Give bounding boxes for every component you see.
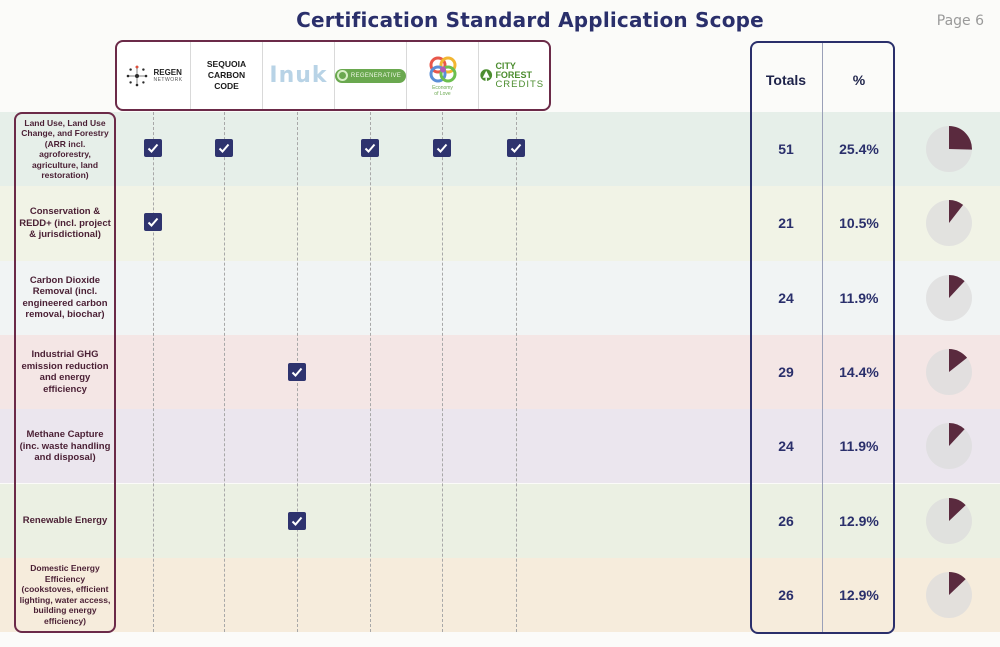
- scope-label: Conservation & REDD+ (incl. project & ju…: [19, 206, 111, 241]
- column-guide-economy-of-love: [442, 112, 443, 632]
- economy-of-love-icon: [429, 56, 456, 82]
- share-pie-chart: [926, 497, 972, 544]
- checkbox-checked-icon: [144, 139, 162, 157]
- row-total: 24: [778, 289, 794, 306]
- scope-label: Renewable Energy: [22, 514, 108, 526]
- table-row: [0, 409, 1000, 484]
- column-guide-regen: [153, 112, 154, 632]
- standards-logo-header: REGEN NETWORK SEQUOIA CARBON CODE Inuk R…: [115, 40, 551, 111]
- pie-slice: [949, 497, 966, 521]
- checkbox-checked-icon: [361, 139, 379, 157]
- tree-icon: [480, 68, 493, 81]
- table-row: [0, 260, 1000, 335]
- row-total: 21: [778, 215, 794, 232]
- share-pie-chart: [926, 274, 972, 321]
- totals-header: Totals: [765, 72, 807, 88]
- regen-logo-subtext: NETWORK: [153, 76, 183, 83]
- inuk-logo-text: Inuk: [269, 63, 328, 88]
- logo-regenerative-standard: REGENERATIVE: [334, 42, 407, 109]
- row-total: 26: [778, 586, 794, 603]
- scope-labels-frame: [14, 112, 116, 633]
- city-forest-line2: CREDITS: [495, 79, 545, 90]
- pie-slice: [949, 200, 964, 224]
- pie-slice: [949, 126, 972, 150]
- regen-logo-text: REGEN: [153, 67, 182, 77]
- logo-regen-network: REGEN NETWORK: [117, 42, 191, 109]
- sequoia-logo-line3: CODE: [214, 81, 239, 91]
- row-total: 51: [778, 141, 794, 158]
- logo-economy-of-love: Economy of Love: [407, 42, 479, 109]
- share-pie-chart: [926, 349, 972, 396]
- column-guide-city-forest: [516, 112, 517, 632]
- share-pie-chart: [926, 571, 972, 618]
- table-row: [0, 483, 1000, 558]
- pie-slice: [949, 571, 966, 595]
- row-percent: 14.4%: [839, 364, 879, 381]
- row-percent: 12.9%: [839, 586, 879, 603]
- row-total: 29: [778, 364, 794, 381]
- scope-label: Domestic Energy Efficiency (cookstoves, …: [19, 563, 111, 626]
- pie-slice: [949, 274, 965, 298]
- checkbox-checked-icon: [144, 213, 162, 232]
- sequoia-logo-line2: CARBON: [207, 70, 246, 80]
- regenerative-leaf-icon: [336, 70, 348, 81]
- row-total: 24: [778, 438, 794, 455]
- row-percent: 10.5%: [839, 215, 879, 232]
- scope-label: Industrial GHG emission reduction and en…: [21, 349, 109, 395]
- share-pie-chart: [926, 126, 972, 173]
- checkbox-checked-icon: [288, 511, 306, 530]
- page-title: Certification Standard Application Scope: [296, 8, 764, 32]
- checkbox-checked-icon: [288, 363, 306, 382]
- row-percent: 25.4%: [839, 141, 879, 158]
- column-guide-regenerative: [370, 112, 371, 632]
- row-percent: 11.9%: [839, 438, 879, 455]
- share-pie-chart: [926, 423, 972, 470]
- logo-city-forest-credits: CITY FOREST CREDITS: [479, 42, 549, 109]
- checkbox-checked-icon: [507, 139, 525, 157]
- regen-network-icon: [127, 65, 148, 86]
- regenerative-logo-text: REGENERATIVE: [350, 72, 402, 79]
- table-row: [0, 557, 1000, 633]
- city-forest-line1: CITY FOREST: [495, 61, 532, 80]
- scope-label: Land Use, Land Use Change, and Forestry …: [21, 117, 109, 181]
- column-guide-sequoia: [224, 112, 225, 632]
- totals-divider: [822, 43, 823, 632]
- scope-label: Carbon Dioxide Removal (incl. engineered…: [22, 274, 108, 321]
- totals-frame: [750, 41, 895, 634]
- page-number: Page 6: [936, 13, 984, 29]
- pie-slice: [949, 423, 965, 447]
- checkbox-checked-icon: [215, 139, 233, 157]
- table-row: [0, 186, 1000, 261]
- economy-of-love-line2: of Love: [434, 90, 451, 97]
- row-percent: 11.9%: [839, 289, 879, 306]
- percent-header: %: [852, 72, 866, 88]
- logo-inuk: Inuk: [263, 42, 335, 109]
- table-row: [0, 334, 1000, 410]
- table-row: [0, 112, 1000, 187]
- checkbox-checked-icon: [433, 139, 451, 157]
- share-pie-chart: [926, 200, 972, 247]
- row-percent: 12.9%: [839, 512, 879, 529]
- scope-label: Methane Capture (inc. waste handling and…: [19, 429, 111, 464]
- logo-sequoia-carbon-code: SEQUOIA CARBON CODE: [191, 42, 263, 109]
- pie-slice: [949, 349, 968, 373]
- row-total: 26: [778, 512, 794, 529]
- sequoia-logo-line1: SEQUOIA: [206, 59, 247, 69]
- economy-of-love-line1: Economy: [432, 84, 453, 91]
